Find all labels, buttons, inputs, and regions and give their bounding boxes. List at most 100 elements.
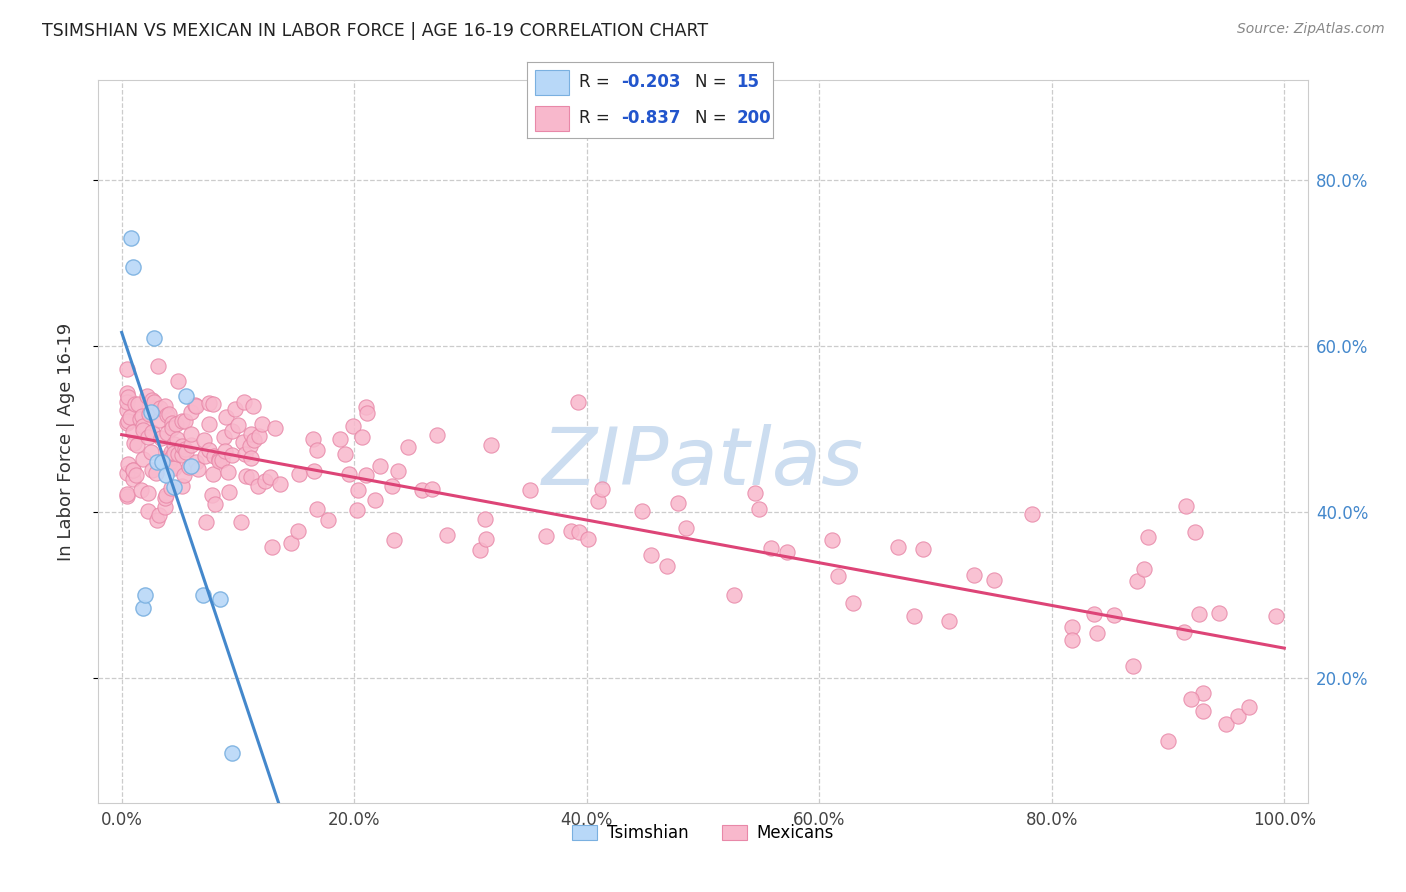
Point: [160, 450, 183, 464]
Point: [567, 395, 589, 409]
Point: [1265, 609, 1288, 624]
Point: [233, 447, 256, 461]
Text: N =: N =: [695, 73, 731, 91]
Point: [163, 446, 186, 460]
Point: [259, 469, 281, 483]
Point: [155, 487, 177, 501]
Text: TSIMSHIAN VS MEXICAN IN LABOR FORCE | AGE 16-19 CORRELATION CHART: TSIMSHIAN VS MEXICAN IN LABOR FORCE | AG…: [42, 22, 709, 40]
Point: [568, 525, 591, 540]
Point: [221, 424, 243, 438]
Point: [1180, 692, 1202, 706]
Point: [148, 508, 170, 522]
Point: [242, 399, 264, 413]
Point: [630, 504, 652, 518]
Point: [748, 501, 770, 516]
Point: [214, 444, 236, 458]
Point: [591, 482, 613, 496]
Point: [318, 513, 340, 527]
Point: [148, 412, 170, 426]
Point: [163, 437, 186, 451]
Point: [184, 398, 207, 412]
Point: [117, 403, 139, 417]
Point: [983, 573, 1005, 587]
Point: [1137, 530, 1160, 544]
Point: [170, 439, 193, 453]
Point: [302, 432, 325, 446]
Point: [226, 418, 249, 433]
Point: [202, 396, 225, 410]
Point: [156, 426, 179, 441]
Point: [963, 568, 986, 582]
Point: [328, 432, 350, 446]
Point: [124, 397, 146, 411]
Point: [139, 444, 162, 458]
Point: [136, 430, 159, 444]
Point: [356, 406, 378, 420]
Point: [132, 419, 155, 434]
Point: [209, 592, 232, 607]
Point: [162, 459, 184, 474]
Point: [162, 420, 184, 434]
Point: [177, 460, 200, 475]
Point: [131, 409, 153, 423]
Point: [193, 433, 215, 447]
Point: [141, 392, 163, 407]
Point: [167, 374, 190, 388]
Point: [129, 412, 152, 426]
Point: [221, 449, 243, 463]
Point: [202, 449, 225, 463]
Point: [396, 441, 419, 455]
Text: N =: N =: [695, 109, 731, 127]
Point: [180, 426, 202, 441]
Point: [420, 482, 443, 496]
Point: [117, 458, 139, 472]
Point: [247, 429, 270, 443]
Point: [1021, 507, 1043, 521]
Point: [264, 421, 287, 435]
Point: [117, 487, 139, 501]
Point: [288, 467, 311, 481]
Point: [150, 455, 173, 469]
Point: [1239, 700, 1261, 714]
Point: [117, 416, 139, 430]
Point: [240, 426, 263, 441]
Point: [436, 528, 458, 542]
Point: [141, 425, 163, 439]
Y-axis label: In Labor Force | Age 16-19: In Labor Force | Age 16-19: [56, 322, 75, 561]
Text: R =: R =: [579, 109, 614, 127]
Point: [174, 389, 197, 403]
Point: [1174, 499, 1197, 513]
Point: [129, 483, 152, 497]
Point: [146, 359, 169, 373]
Point: [117, 386, 139, 401]
Point: [233, 395, 256, 409]
Point: [139, 405, 162, 419]
Point: [247, 479, 270, 493]
Point: [426, 428, 449, 442]
Point: [723, 588, 745, 602]
Point: [821, 533, 844, 548]
Point: [170, 448, 193, 462]
Point: [479, 438, 502, 452]
Point: [117, 413, 139, 427]
Point: [387, 464, 409, 478]
Point: [136, 389, 159, 403]
Point: [149, 401, 172, 416]
Point: [122, 260, 145, 274]
Point: [240, 469, 263, 483]
Point: [217, 465, 239, 479]
Point: [180, 459, 202, 474]
Text: 15: 15: [737, 73, 759, 91]
Point: [187, 462, 209, 476]
Bar: [534, 70, 569, 95]
Point: [208, 454, 231, 468]
Point: [350, 430, 373, 444]
Point: [1062, 632, 1084, 647]
Point: [159, 454, 181, 468]
Point: [172, 414, 194, 428]
Point: [125, 438, 148, 452]
Point: [1215, 717, 1237, 731]
Point: [180, 405, 202, 419]
Point: [411, 483, 433, 498]
Point: [1173, 624, 1195, 639]
